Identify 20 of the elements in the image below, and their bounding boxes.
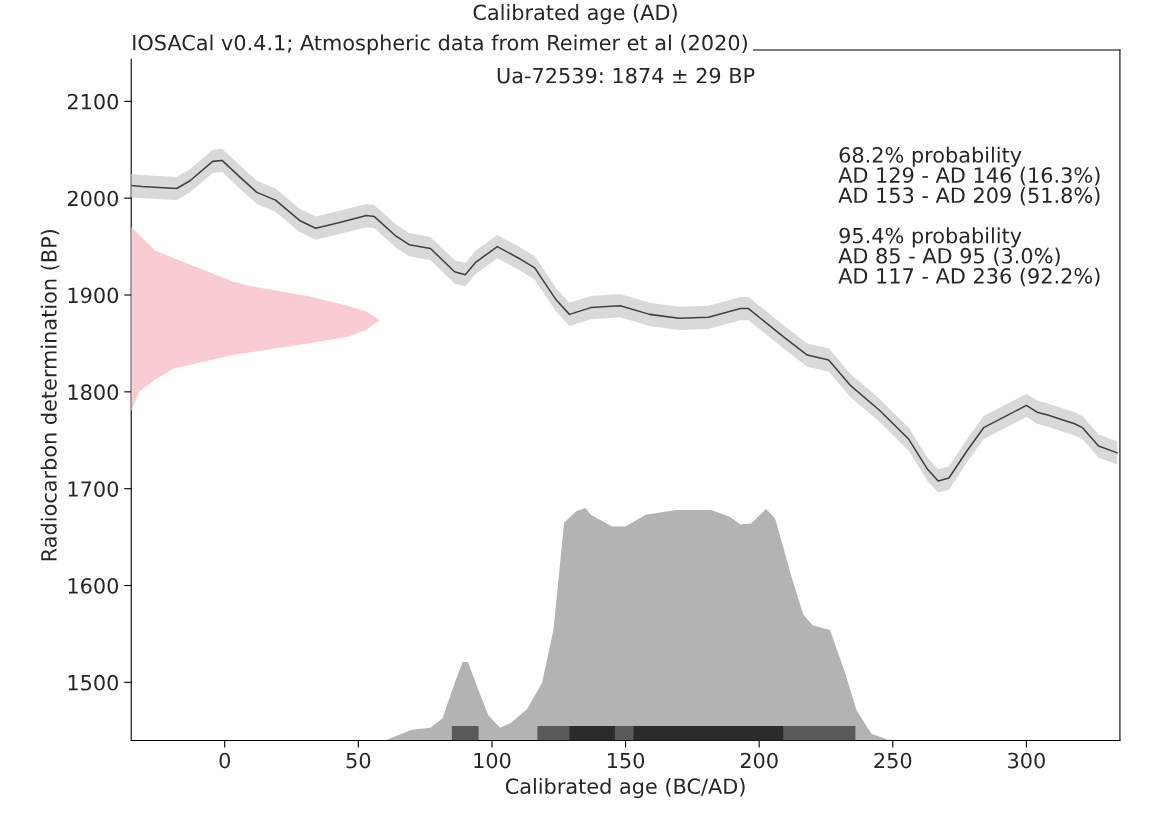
x-axis-title: Calibrated age (BC/AD) bbox=[505, 777, 745, 799]
y-tick-label: 2100 bbox=[67, 93, 119, 110]
annotation: Ua-72539: 1874 ± 29 BP bbox=[497, 67, 755, 84]
y-tick-label: 1700 bbox=[68, 481, 119, 497]
annotation: 68.2% probability AD 129 - AD 146 (16.3%) AD 153 - AD 209 (51.8%) 95.4% probability AD 85 - AD 95 (3.0%) AD 117 - AD 236 (92.2%) bbox=[838, 146, 1100, 287]
x-tick-label: 250 bbox=[874, 752, 912, 769]
x-tick-label: 50 bbox=[346, 752, 371, 769]
x-tick-label: 100 bbox=[474, 752, 511, 769]
y-axis-title: Radiocarbon determination (BP) bbox=[40, 230, 60, 561]
y-tick-label: 1600 bbox=[68, 577, 119, 594]
x-tick-label: 200 bbox=[740, 752, 778, 769]
y-tick-label: 1900 bbox=[68, 287, 119, 304]
x-tick-label: 0 bbox=[219, 752, 230, 769]
y-tick-label: 1500 bbox=[68, 674, 119, 691]
chart-title: Calibrated age (AD) bbox=[473, 4, 677, 25]
chart-subtitle: IOSACal v0.4.1; Atmospheric data from Reimer et al (2020) bbox=[133, 34, 747, 55]
y-tick-label: 2000 bbox=[67, 190, 119, 207]
x-tick-label: 300 bbox=[1008, 752, 1045, 769]
x-tick-label: 150 bbox=[607, 752, 645, 769]
y-tick-label: 1800 bbox=[68, 384, 119, 401]
